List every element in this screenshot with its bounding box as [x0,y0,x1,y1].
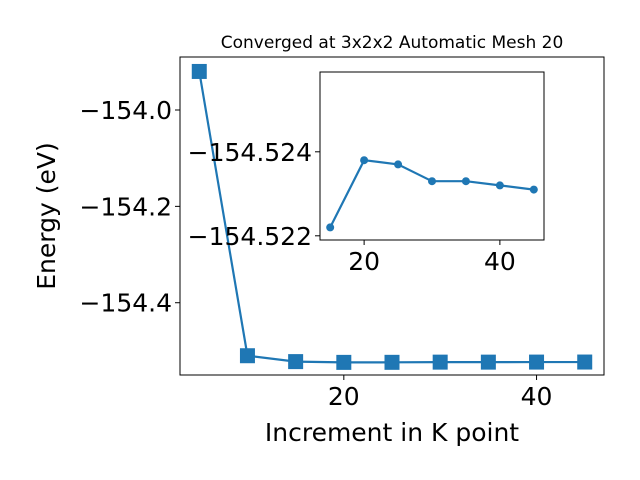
inset-data-point [394,160,403,169]
main-series [191,63,593,370]
inset-data-point [428,177,436,186]
inset-series [326,156,538,232]
main-data-point [529,354,545,370]
main-data-point [480,354,496,370]
inset-y-tick-label: −154.522 [188,222,312,251]
main-data-point [239,348,255,364]
inset-data-point [360,156,369,165]
inset-data-point [461,177,470,186]
inset-axes: 20 40 −154.524−154.522 [188,71,545,276]
inset-x-axis-ticks: 20 40 [348,240,516,276]
main-data-point [432,354,448,370]
main-plot-frame [179,56,605,376]
main-x-tick-label: 20 [328,382,360,411]
main-data-point [191,63,207,79]
inset-y-tick-label: −154.524 [188,138,312,167]
main-y-tick-label: −154.2 [79,192,172,221]
main-x-axis-ticks: 20 40 [328,375,553,411]
main-x-tick-label: 40 [521,382,553,411]
chart-title: Converged at 3x2x2 Automatic Mesh 20 [221,33,564,53]
inset-x-tick-label: 20 [348,247,380,276]
main-data-point [384,354,400,370]
main-y-tick-label: −154.4 [79,289,172,318]
inset-plot-frame [319,71,545,241]
main-data-point [577,354,593,370]
inset-data-point [529,185,538,194]
x-axis-label: Increment in K point [265,418,519,447]
inset-y-axis-ticks: −154.524 −154.522 [188,138,320,251]
main-axes: 20 40 −154.0−154.2−154.4 [79,56,605,411]
main-data-point [336,354,352,370]
y-axis-label: Energy (eV) [32,142,61,289]
main-y-tick-label: −154.0 [79,96,172,125]
inset-data-point [495,181,504,190]
inset-data-point [326,223,335,232]
main-y-axis-ticks: −154.0 −154.2 −154.4 [79,96,180,318]
inset-x-tick-label: 40 [484,247,516,276]
main-data-point [288,354,304,370]
inset-plot-background [320,72,544,240]
